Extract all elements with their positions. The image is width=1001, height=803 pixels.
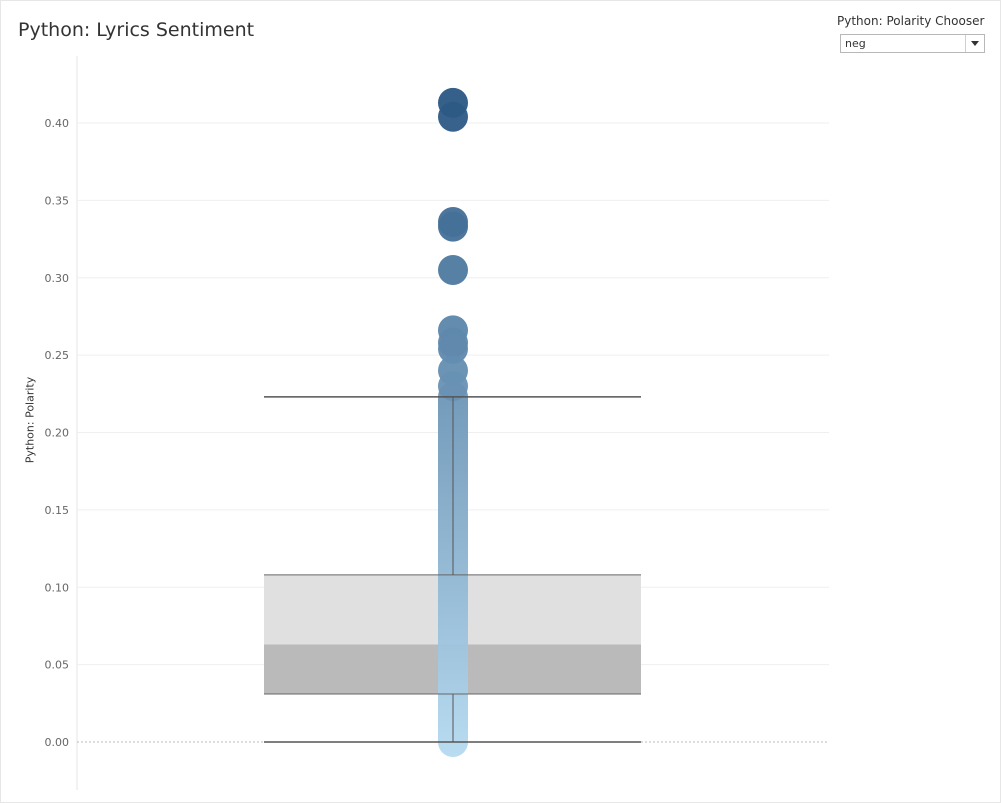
y-tick-label: 0.40 bbox=[45, 117, 70, 130]
data-point bbox=[438, 333, 468, 364]
polarity-chooser-value: neg bbox=[845, 37, 866, 50]
polarity-chooser-dropdown[interactable]: neg bbox=[840, 34, 985, 53]
y-tick-label: 0.15 bbox=[45, 504, 70, 517]
chevron-down-icon bbox=[971, 41, 979, 46]
y-tick-label: 0.00 bbox=[45, 736, 70, 749]
y-tick-label: 0.05 bbox=[45, 659, 70, 672]
polarity-chooser-label: Python: Polarity Chooser bbox=[837, 14, 985, 28]
data-point bbox=[438, 255, 468, 286]
data-point bbox=[438, 101, 468, 132]
y-tick-label: 0.20 bbox=[45, 427, 70, 440]
data-point bbox=[438, 371, 468, 402]
y-tick-label: 0.25 bbox=[45, 349, 70, 362]
y-tick-label: 0.35 bbox=[45, 194, 70, 207]
y-tick-label: 0.10 bbox=[45, 581, 70, 594]
dropdown-button[interactable] bbox=[965, 35, 984, 52]
y-tick-label: 0.30 bbox=[45, 272, 70, 285]
page-title: Python: Lyrics Sentiment bbox=[18, 19, 255, 41]
data-point bbox=[438, 211, 468, 242]
